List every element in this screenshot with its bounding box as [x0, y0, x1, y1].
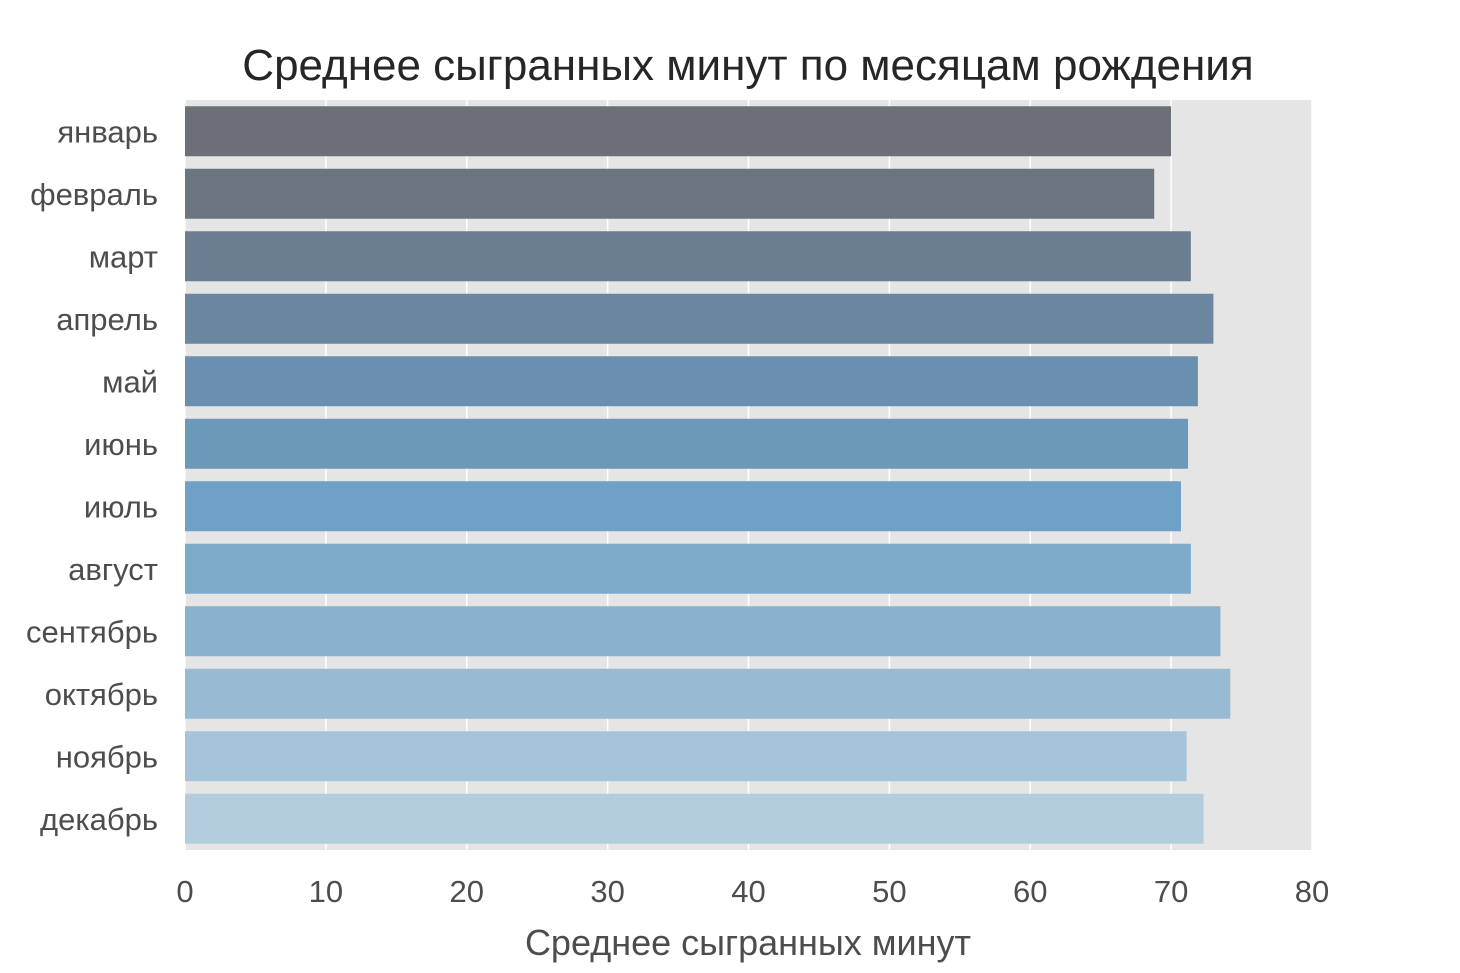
y-tick-label: январь: [57, 114, 158, 149]
x-tick-label: 30: [590, 874, 624, 909]
x-tick-label: 10: [309, 874, 343, 909]
bar-2: [185, 168, 1155, 219]
y-tick-label: август: [68, 552, 158, 587]
bar-8: [185, 543, 1191, 594]
x-tick-label: 0: [176, 874, 193, 909]
bars: [185, 106, 1231, 844]
x-tick-label: 70: [1154, 874, 1188, 909]
y-tick-label: май: [102, 364, 158, 399]
bar-7: [185, 481, 1181, 532]
bar-11: [185, 731, 1187, 782]
bar-1: [185, 106, 1172, 157]
y-tick-label: декабрь: [40, 802, 158, 837]
y-tick-label: ноябрь: [56, 739, 158, 774]
chart-title: Среднее сыгранных минут по месяцам рожде…: [242, 41, 1253, 90]
bar-10: [185, 668, 1231, 719]
y-tick-label: сентябрь: [26, 614, 158, 649]
x-tick-labels: 0 10 20 30 40 50 60 70 80: [176, 874, 1329, 909]
x-tick-label: 40: [731, 874, 765, 909]
y-tick-label: октябрь: [45, 677, 158, 712]
y-tick-label: апрель: [56, 302, 158, 337]
bar-6: [185, 418, 1189, 469]
bar-12: [185, 793, 1204, 844]
x-axis-label: Среднее сыгранных минут: [525, 922, 971, 963]
x-tick-label: 50: [872, 874, 906, 909]
x-tick-label: 80: [1295, 874, 1329, 909]
x-tick-label: 20: [450, 874, 484, 909]
y-tick-label: июль: [84, 489, 158, 524]
x-tick-label: 60: [1013, 874, 1047, 909]
bar-5: [185, 356, 1198, 407]
grid-lines: [184, 100, 1313, 850]
bar-9: [185, 606, 1221, 657]
y-tick-label: июнь: [84, 427, 158, 462]
y-tick-labels: январь февраль март апрель май июнь июль август…: [26, 114, 158, 837]
y-tick-label: март: [89, 239, 158, 274]
bar-3: [185, 231, 1191, 282]
y-tick-label: февраль: [30, 177, 158, 212]
bar-4: [185, 293, 1214, 344]
